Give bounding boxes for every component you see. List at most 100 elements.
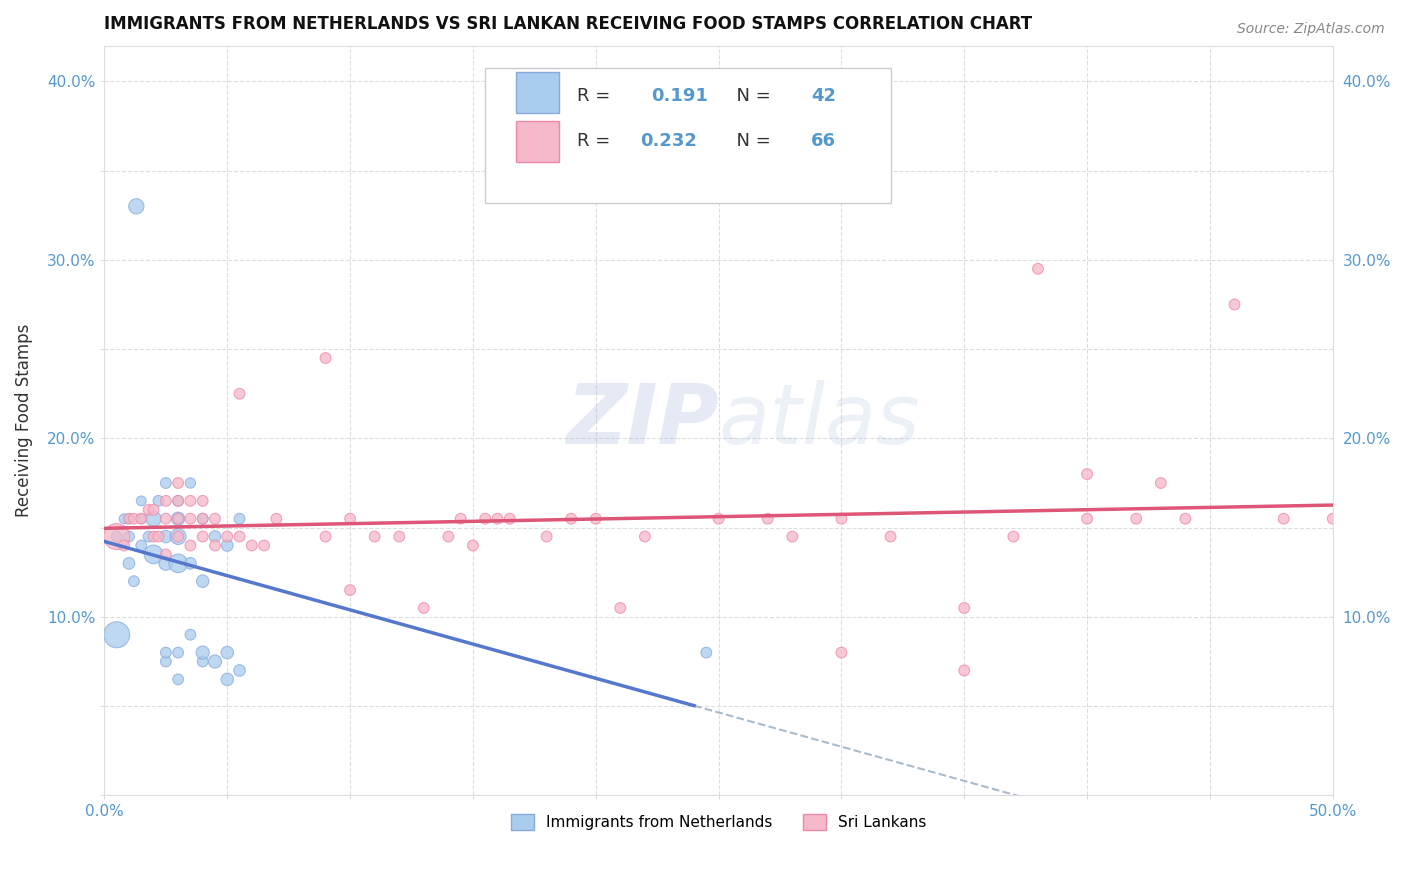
Point xyxy=(240,539,263,553)
Point xyxy=(474,512,496,526)
Point xyxy=(155,557,177,571)
Point xyxy=(830,512,852,526)
Point xyxy=(179,557,201,571)
Point xyxy=(118,530,141,544)
Point xyxy=(830,646,852,660)
Point xyxy=(112,539,135,553)
Text: R =: R = xyxy=(578,87,621,105)
Text: Source: ZipAtlas.com: Source: ZipAtlas.com xyxy=(1237,22,1385,37)
Point xyxy=(461,539,484,553)
Point xyxy=(129,512,152,526)
Point xyxy=(228,512,250,526)
Point xyxy=(155,512,177,526)
Point xyxy=(953,601,976,615)
Point xyxy=(155,655,177,669)
Point xyxy=(204,512,226,526)
Point xyxy=(179,539,201,553)
Point xyxy=(122,574,145,589)
Point xyxy=(585,512,607,526)
Point xyxy=(609,601,631,615)
Point xyxy=(339,583,361,598)
Point xyxy=(217,539,239,553)
Point xyxy=(118,512,141,526)
Point xyxy=(118,512,141,526)
Point xyxy=(191,512,214,526)
Point xyxy=(125,199,148,213)
Point xyxy=(228,386,250,401)
Point xyxy=(155,646,177,660)
Point xyxy=(191,646,214,660)
Point xyxy=(756,512,779,526)
Point xyxy=(167,512,190,526)
Point xyxy=(266,512,288,526)
Text: 66: 66 xyxy=(811,132,835,150)
Point xyxy=(191,512,214,526)
Point xyxy=(388,530,411,544)
Point xyxy=(339,512,361,526)
Point xyxy=(191,494,214,508)
Point xyxy=(167,673,190,687)
Point xyxy=(167,646,190,660)
Text: N =: N = xyxy=(724,132,776,150)
Text: IMMIGRANTS FROM NETHERLANDS VS SRI LANKAN RECEIVING FOOD STAMPS CORRELATION CHAR: IMMIGRANTS FROM NETHERLANDS VS SRI LANKA… xyxy=(104,15,1032,33)
Point xyxy=(155,494,177,508)
Point xyxy=(536,530,558,544)
Point xyxy=(1150,475,1173,490)
Point xyxy=(363,530,385,544)
Point xyxy=(167,494,190,508)
Bar xyxy=(516,120,560,161)
Point xyxy=(142,503,165,517)
Point xyxy=(217,530,239,544)
Point xyxy=(155,475,177,490)
Point xyxy=(315,351,337,365)
Point xyxy=(1002,530,1025,544)
FancyBboxPatch shape xyxy=(485,68,890,203)
Point xyxy=(167,494,190,508)
Point xyxy=(167,475,190,490)
Point xyxy=(155,548,177,562)
Point xyxy=(148,494,170,508)
Point xyxy=(105,628,128,642)
Point xyxy=(634,530,657,544)
Point xyxy=(129,494,152,508)
Point xyxy=(167,512,190,526)
Point xyxy=(1272,512,1295,526)
Bar xyxy=(516,72,560,113)
Point xyxy=(450,512,472,526)
Point xyxy=(167,557,190,571)
Text: 0.191: 0.191 xyxy=(651,87,707,105)
Point xyxy=(112,512,135,526)
Point xyxy=(1125,512,1147,526)
Point xyxy=(1076,512,1098,526)
Point xyxy=(560,512,582,526)
Point xyxy=(105,530,128,544)
Point xyxy=(486,512,509,526)
Point xyxy=(1076,467,1098,481)
Point xyxy=(191,655,214,669)
Point xyxy=(179,475,201,490)
Point xyxy=(228,664,250,678)
Point xyxy=(105,530,128,544)
Point xyxy=(315,530,337,544)
Point xyxy=(879,530,901,544)
Point xyxy=(228,530,250,544)
Text: R =: R = xyxy=(578,132,616,150)
Point xyxy=(1223,297,1246,311)
Point xyxy=(179,494,201,508)
Y-axis label: Receiving Food Stamps: Receiving Food Stamps xyxy=(15,324,32,517)
Point xyxy=(148,530,170,544)
Point xyxy=(191,530,214,544)
Point xyxy=(122,512,145,526)
Point xyxy=(695,646,717,660)
Point xyxy=(179,512,201,526)
Text: atlas: atlas xyxy=(718,380,920,461)
Point xyxy=(129,512,152,526)
Point xyxy=(142,512,165,526)
Point xyxy=(412,601,434,615)
Point xyxy=(142,548,165,562)
Point xyxy=(138,503,160,517)
Legend: Immigrants from Netherlands, Sri Lankans: Immigrants from Netherlands, Sri Lankans xyxy=(505,808,932,837)
Point xyxy=(707,512,730,526)
Point xyxy=(118,557,141,571)
Point xyxy=(204,530,226,544)
